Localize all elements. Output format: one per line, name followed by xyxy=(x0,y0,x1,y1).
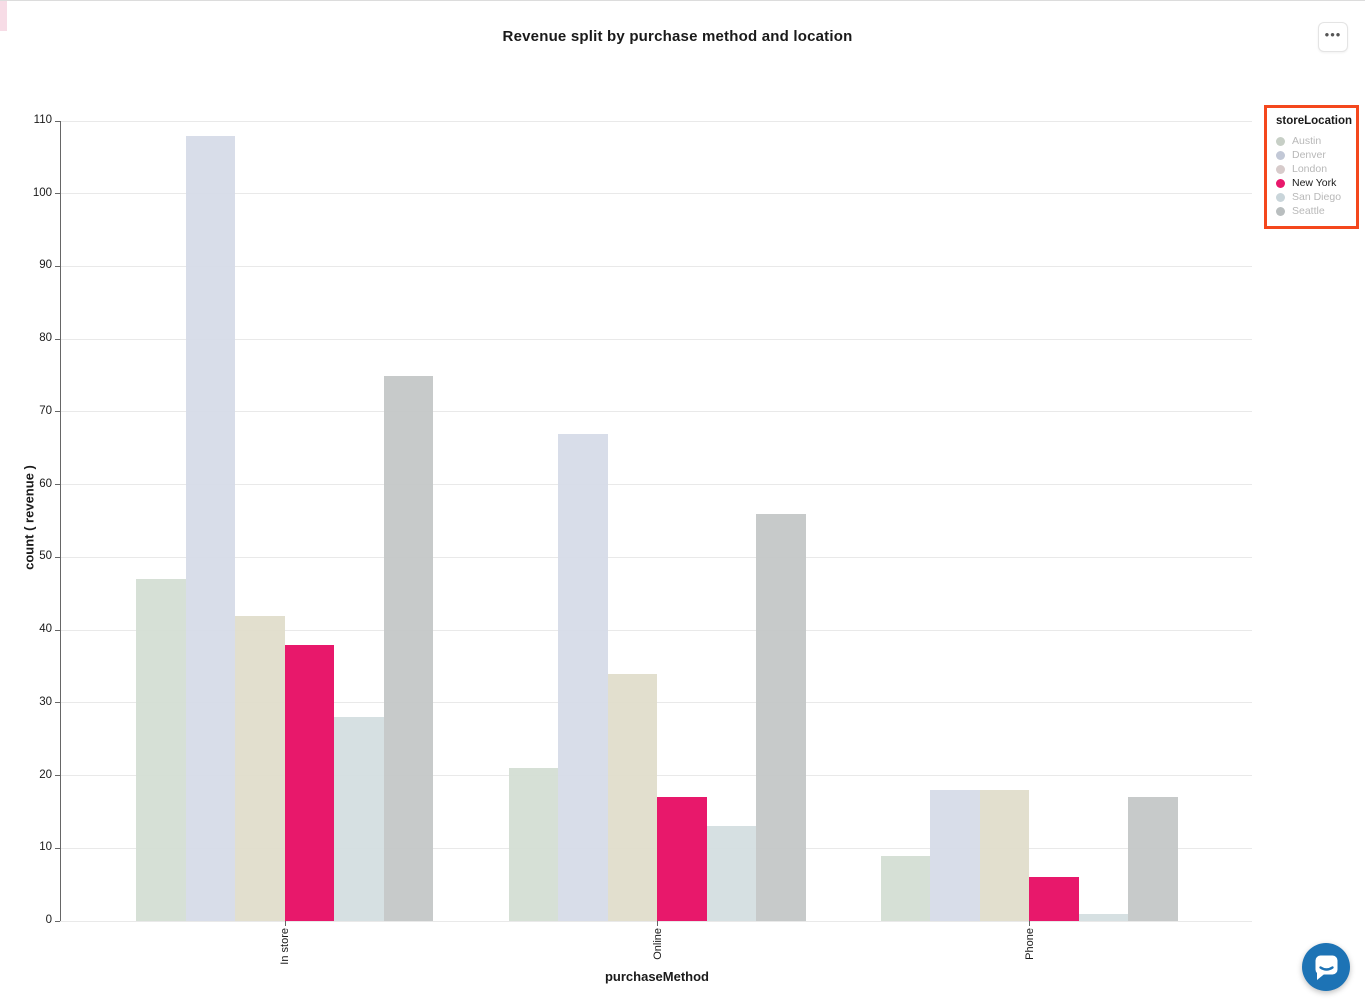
chat-widget-button[interactable] xyxy=(1302,943,1350,991)
gridline xyxy=(60,411,1252,413)
gridline xyxy=(60,629,1252,631)
legend-title: storeLocation xyxy=(1276,115,1353,127)
legend-item-london[interactable]: London xyxy=(1276,162,1356,176)
x-axis-tick xyxy=(284,921,286,926)
legend-item-label: San Diego xyxy=(1292,191,1342,203)
y-axis-line xyxy=(60,121,61,921)
legend-swatch-icon xyxy=(1276,136,1285,146)
gridline xyxy=(60,338,1252,340)
chart-options-button[interactable]: ••• xyxy=(1318,22,1348,52)
bar-seattle-phone[interactable] xyxy=(1128,797,1178,921)
y-axis-tick xyxy=(55,702,60,704)
gridline xyxy=(60,265,1252,267)
y-axis-tick xyxy=(55,775,60,777)
bar-denver-phone[interactable] xyxy=(930,790,980,921)
bar-seattle-online[interactable] xyxy=(756,513,806,921)
x-axis-title: purchaseMethod xyxy=(604,969,709,984)
y-tick-label: 70 xyxy=(39,404,52,417)
x-tick-label-online: Online xyxy=(651,928,664,960)
bar-london-in-store[interactable] xyxy=(235,615,285,921)
legend-item-austin[interactable]: Austin xyxy=(1276,134,1356,148)
legend-item-label: New York xyxy=(1292,177,1337,189)
bar-san-diego-phone[interactable] xyxy=(1078,913,1128,921)
legend-item-label: Seattle xyxy=(1292,205,1325,217)
y-tick-label: 110 xyxy=(33,114,52,126)
gridline xyxy=(60,484,1252,486)
x-tick-label-phone: Phone xyxy=(1023,928,1036,960)
y-axis-tick xyxy=(55,193,60,195)
y-tick-label: 80 xyxy=(39,332,52,345)
y-axis-tick xyxy=(55,556,60,558)
bar-london-online[interactable] xyxy=(607,673,657,921)
y-tick-label: 50 xyxy=(39,550,52,563)
bar-san-diego-online[interactable] xyxy=(706,826,756,921)
legend-item-label: London xyxy=(1292,163,1328,175)
legend-item-label: Austin xyxy=(1292,135,1322,147)
gridline xyxy=(60,120,1252,122)
y-axis-tick xyxy=(55,338,60,340)
legend-item-san-diego[interactable]: San Diego xyxy=(1276,190,1356,204)
bar-austin-online[interactable] xyxy=(508,768,558,921)
legend-item-new-york[interactable]: New York xyxy=(1276,176,1356,190)
y-axis-tick xyxy=(55,265,60,267)
y-tick-label: 0 xyxy=(45,914,52,926)
legend-item-denver[interactable]: Denver xyxy=(1276,148,1356,162)
y-axis-tick xyxy=(55,847,60,849)
y-tick-label: 90 xyxy=(39,259,52,272)
y-axis-tick xyxy=(55,920,60,922)
bar-denver-in-store[interactable] xyxy=(185,135,235,921)
chat-bubble-icon xyxy=(1315,955,1338,980)
bar-denver-online[interactable] xyxy=(558,433,608,921)
gridline xyxy=(60,193,1252,195)
x-axis-tick xyxy=(657,921,658,926)
legend-item-seattle[interactable]: Seattle xyxy=(1276,204,1356,218)
y-axis-title: count ( revenue ) xyxy=(21,465,37,570)
bar-austin-phone[interactable] xyxy=(880,855,930,921)
bar-new-york-phone[interactable] xyxy=(1029,877,1079,921)
y-axis-tick xyxy=(55,120,60,122)
y-tick-label: 100 xyxy=(32,186,52,199)
legend-swatch-icon xyxy=(1276,192,1285,202)
bar-san-diego-in-store[interactable] xyxy=(334,717,384,921)
y-tick-label: 30 xyxy=(39,695,52,708)
ellipsis-icon: ••• xyxy=(1324,27,1342,42)
gridline xyxy=(60,556,1252,558)
left-edge-artifact xyxy=(0,1,7,31)
bar-seattle-in-store[interactable] xyxy=(383,375,433,921)
y-axis-tick xyxy=(55,629,60,631)
bar-new-york-in-store[interactable] xyxy=(284,644,334,921)
legend-swatch-icon xyxy=(1276,150,1285,160)
y-axis-tick xyxy=(55,484,60,486)
y-tick-label: 10 xyxy=(39,841,52,854)
legend-swatch-icon xyxy=(1276,164,1285,174)
y-tick-label: 40 xyxy=(39,623,52,636)
bar-london-phone[interactable] xyxy=(979,790,1029,921)
legend-swatch-icon xyxy=(1276,206,1285,216)
gridline xyxy=(60,920,1252,922)
x-axis-tick xyxy=(1029,921,1030,926)
y-tick-label: 60 xyxy=(39,477,52,490)
chart-title: Revenue split by purchase method and loc… xyxy=(502,28,853,45)
legend-items: Austin Denver London New York San Diego Seatt… xyxy=(1276,134,1356,218)
legend-item-label: Denver xyxy=(1292,149,1326,161)
bar-new-york-online[interactable] xyxy=(657,797,707,921)
legend-swatch-icon xyxy=(1276,178,1285,188)
y-tick-label: 20 xyxy=(39,768,52,781)
bar-austin-in-store[interactable] xyxy=(136,579,186,921)
x-tick-label-in-store: In store xyxy=(279,928,291,965)
y-axis-tick xyxy=(55,411,60,413)
legend: storeLocation Austin Denver London New York… xyxy=(1264,105,1359,229)
